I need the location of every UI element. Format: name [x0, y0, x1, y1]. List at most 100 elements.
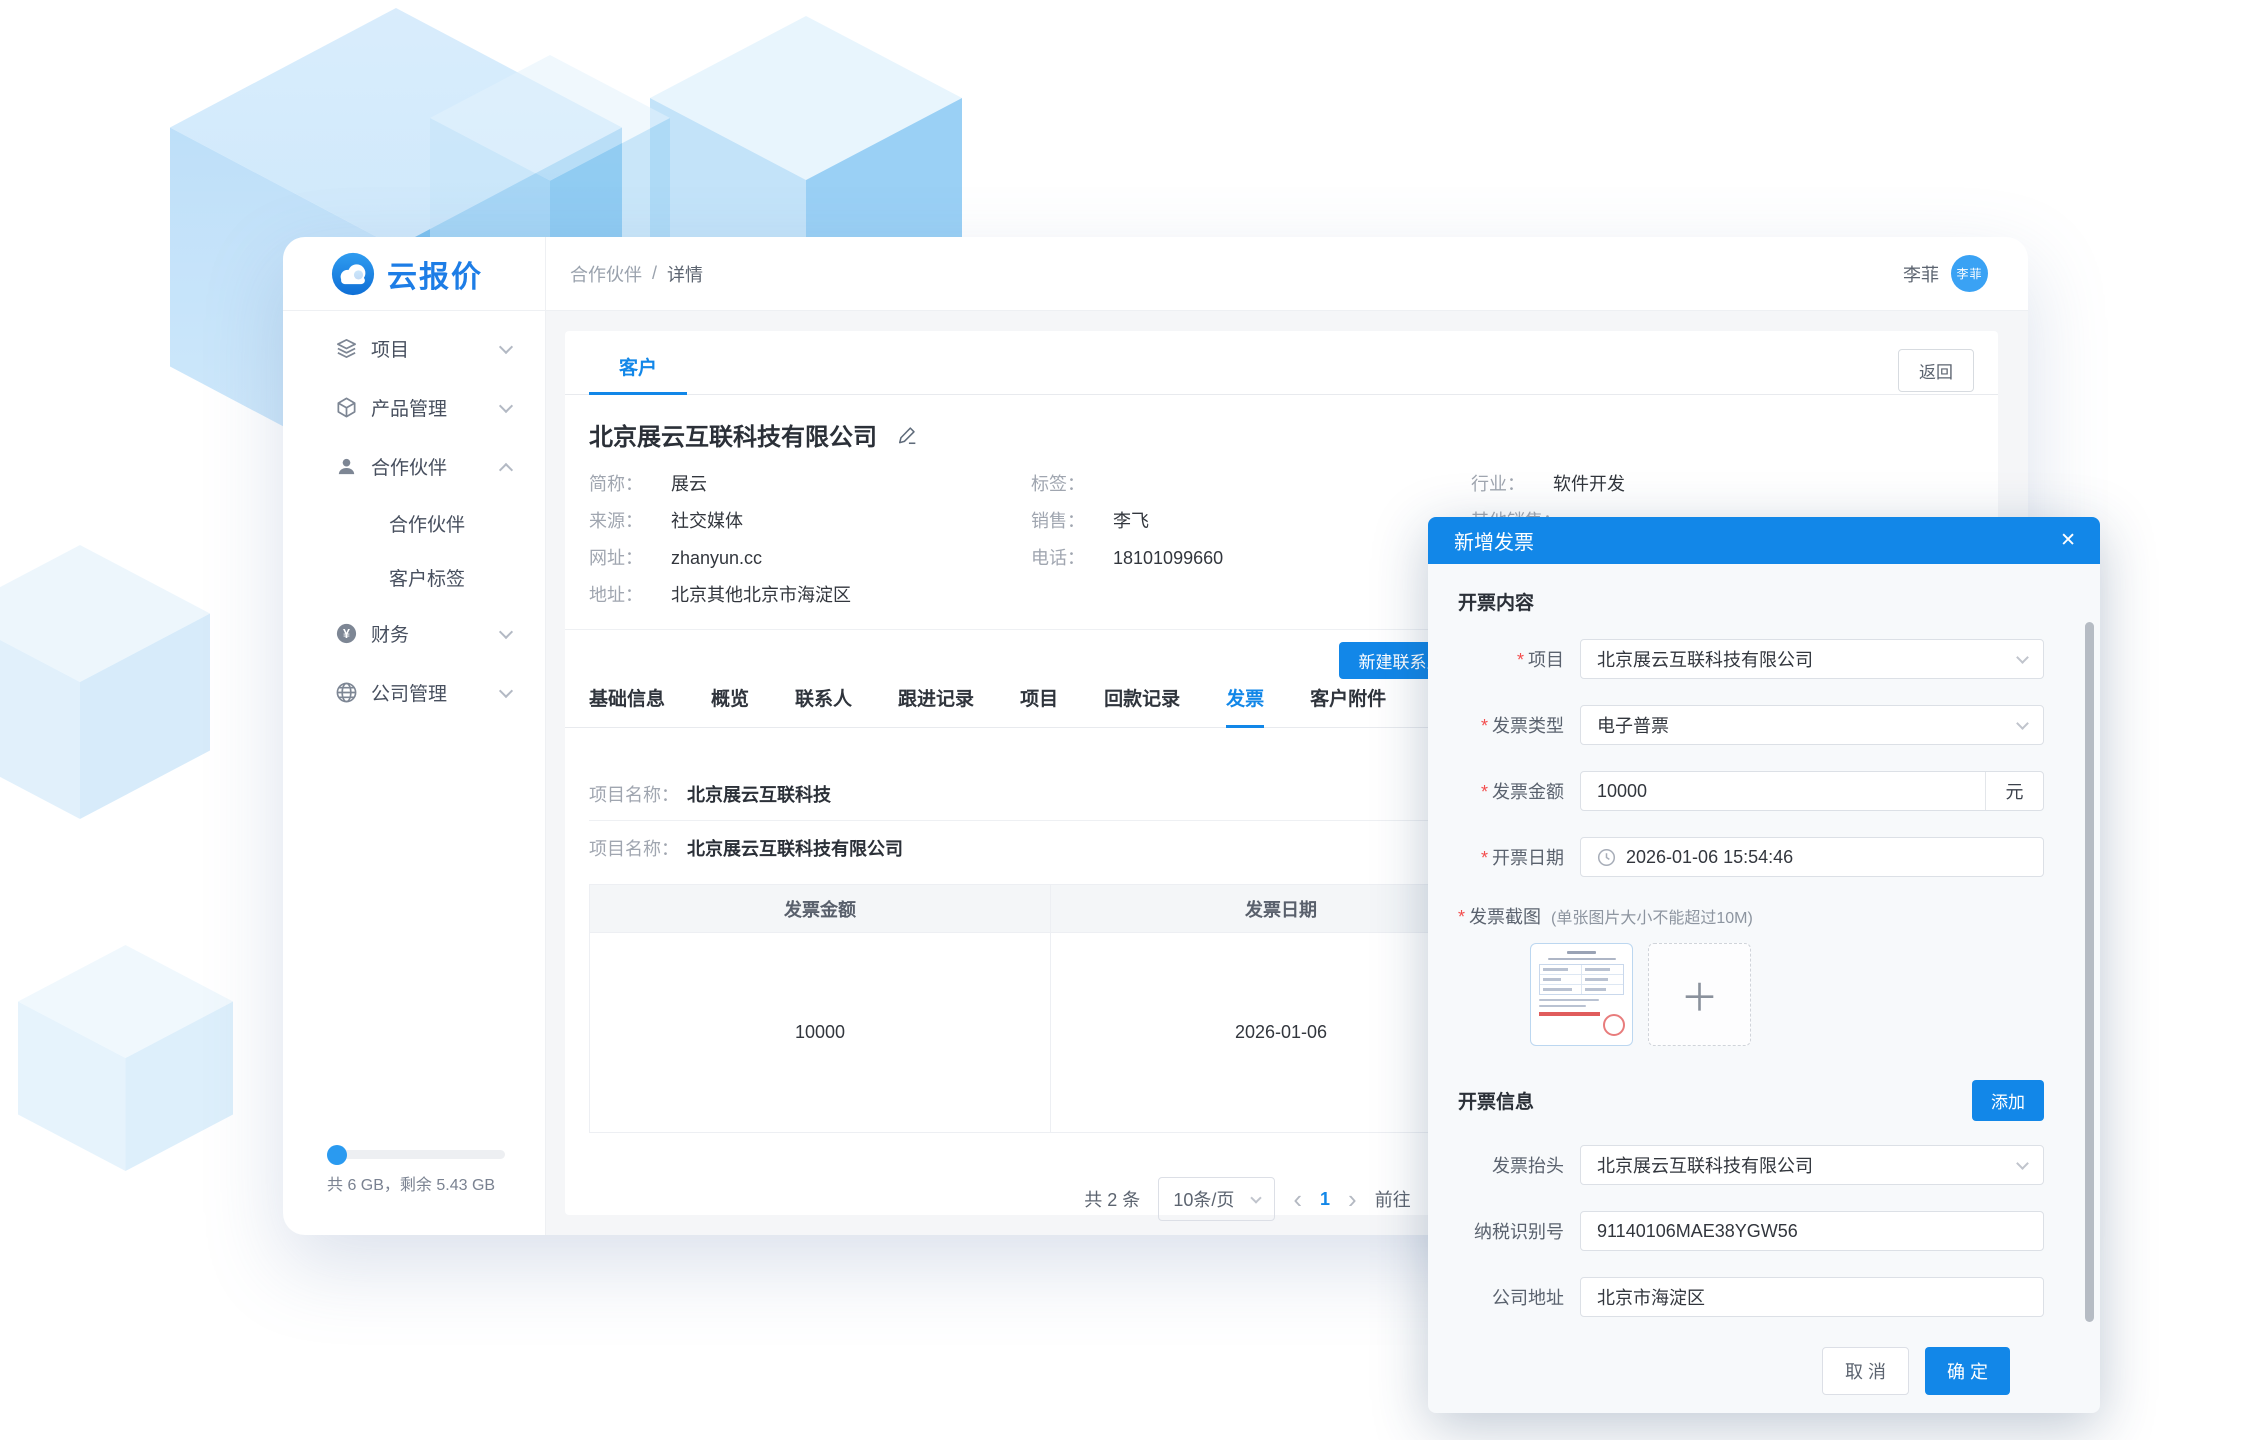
field-shortname: 简称： 展云 — [589, 474, 707, 494]
tab-payment-records[interactable]: 回款记录 — [1104, 689, 1181, 710]
tab-customer[interactable]: 客户 — [589, 347, 688, 395]
screenshot-thumbnails: ＋ — [1530, 943, 2044, 1046]
avatar[interactable]: 李菲 — [1951, 255, 1988, 292]
back-button[interactable]: 返回 — [1898, 349, 1974, 392]
sidebar-item-label: 公司管理 — [371, 684, 448, 705]
sidebar-item-partner[interactable]: 合作伙伴 — [283, 437, 545, 496]
sidebar-item-label: 产品管理 — [371, 399, 448, 420]
cell-amount: 10000 — [590, 932, 1051, 1132]
tab-projects[interactable]: 项目 — [1020, 689, 1059, 710]
column-header-amount: 发票金额 — [590, 884, 1051, 932]
field-address: 地址： 北京其他北京市海淀区 — [589, 585, 851, 605]
required-mark: * — [1480, 848, 1488, 868]
tab-contacts[interactable]: 联系人 — [795, 689, 853, 710]
sidebar-subitem-customer-tags[interactable]: 客户标签 — [389, 568, 466, 590]
required-mark: * — [1516, 650, 1524, 670]
screenshot-hint: (单张图片大小不能超过10M) — [1551, 910, 1753, 927]
required-mark: * — [1480, 782, 1488, 802]
clock-icon — [1597, 848, 1616, 866]
field-phone: 电话： 18101099660 — [1031, 548, 1224, 568]
field-source: 来源： 社交媒体 — [589, 511, 743, 531]
user-menu[interactable]: 李菲 李菲 — [1903, 255, 1988, 292]
detail-tabs: 基础信息 概览 联系人 跟进记录 项目 回款记录 发票 客户附件 — [565, 684, 1998, 728]
tab-follow-records[interactable]: 跟进记录 — [898, 689, 975, 710]
breadcrumb-separator: / — [652, 263, 658, 283]
add-button[interactable]: 添加 — [1972, 1080, 2044, 1121]
company-name: 北京展云互联科技有限公司 — [589, 424, 877, 451]
sidebar-item-label: 合作伙伴 — [371, 458, 448, 479]
decor-cube-left — [0, 545, 210, 819]
sidebar-item-label: 财务 — [371, 625, 410, 646]
user-name: 李菲 — [1903, 264, 1939, 285]
breadcrumb-detail: 详情 — [667, 264, 704, 285]
project-row: 项目名称： 北京展云互联科技 — [589, 768, 1974, 821]
invoice-title-select[interactable]: 北京展云互联科技有限公司 — [1580, 1145, 2044, 1185]
logo[interactable]: 云报价 — [283, 237, 545, 311]
form-row-invoice-type: * 发票类型 电子普票 — [1458, 705, 2044, 745]
chevron-down-icon — [2016, 1156, 2029, 1170]
yen-icon: ¥ — [336, 623, 357, 644]
storage-progress-bar — [327, 1144, 505, 1165]
user-icon — [338, 458, 355, 475]
chevron-down-icon — [498, 683, 514, 698]
project-row: 项目名称： 北京展云互联科技有限公司 — [589, 838, 903, 859]
field-website: 网址： zhanyun.cc — [589, 548, 763, 568]
next-page-button[interactable]: › — [1348, 1184, 1357, 1214]
project-select[interactable]: 北京展云互联科技有限公司 — [1580, 639, 2044, 679]
form-row-date: * 开票日期 2026-01-06 15:54:46 — [1458, 837, 2044, 877]
edit-icon[interactable] — [897, 424, 919, 446]
decor-cube-bottom — [18, 945, 233, 1171]
prev-page-button[interactable]: ‹ — [1293, 1184, 1303, 1214]
upload-screenshot-button[interactable]: ＋ — [1648, 943, 1751, 1046]
section-invoice-content: 开票内容 — [1458, 593, 1535, 614]
form-row-company-address: 公司地址 北京市海淀区 — [1458, 1277, 2044, 1317]
form-row-amount: * 发票金额 10000 元 — [1458, 771, 2044, 811]
chevron-down-icon — [2016, 650, 2029, 664]
company-address-input[interactable]: 北京市海淀区 — [1580, 1277, 2044, 1317]
top-tab-row: 客户 返回 — [565, 347, 1998, 395]
sidebar-nav: 项目 产品管理 合作伙伴 合作伙伴 — [283, 311, 545, 722]
invoice-thumbnail[interactable] — [1530, 943, 1633, 1046]
close-icon[interactable]: ✕ — [2060, 530, 2076, 551]
amount-input[interactable]: 10000 元 — [1580, 771, 2044, 811]
pagination-total: 共 2 条 — [1084, 1190, 1141, 1210]
modal-title: 新增发票 — [1454, 532, 1534, 554]
invoice-date-picker[interactable]: 2026-01-06 15:54:46 — [1580, 837, 2044, 877]
tax-id-input[interactable]: 91140106MAE38YGW56 — [1580, 1211, 2044, 1251]
tab-overview[interactable]: 概览 — [711, 689, 750, 710]
sidebar-subitem-partner[interactable]: 合作伙伴 — [389, 514, 466, 536]
breadcrumb-partner[interactable]: 合作伙伴 — [570, 264, 642, 285]
sidebar-item-finance[interactable]: ¥ 财务 — [283, 604, 545, 663]
modal-header: 新增发票 ✕ — [1428, 517, 2100, 564]
section-invoice-info-row: 开票信息 添加 — [1458, 1080, 2044, 1121]
chevron-down-icon — [498, 339, 514, 354]
tab-invoices[interactable]: 发票 — [1226, 684, 1265, 728]
chevron-down-icon — [498, 398, 514, 413]
chevron-down-icon — [498, 624, 514, 639]
required-mark: * — [1458, 907, 1466, 927]
modal-footer: 取 消 确 定 — [1458, 1343, 2044, 1395]
chevron-down-icon — [1250, 1191, 1263, 1204]
page-size-select[interactable]: 10条/页 — [1158, 1177, 1276, 1221]
storage-progress-fill — [327, 1144, 347, 1165]
tab-attachments[interactable]: 客户附件 — [1310, 689, 1387, 710]
tab-basic-info[interactable]: 基础信息 — [589, 689, 666, 710]
current-page[interactable]: 1 — [1320, 1188, 1331, 1209]
svg-text:¥: ¥ — [343, 627, 350, 641]
confirm-button[interactable]: 确 定 — [1924, 1347, 2010, 1395]
sidebar-item-product[interactable]: 产品管理 — [283, 378, 545, 437]
invoice-type-select[interactable]: 电子普票 — [1580, 705, 2044, 745]
goto-label: 前往 — [1374, 1190, 1411, 1210]
topbar: 合作伙伴 / 详情 李菲 李菲 — [546, 237, 2028, 311]
section-invoice-info: 开票信息 — [1458, 1092, 1535, 1113]
chevron-down-icon — [2016, 716, 2029, 730]
modal-scrollbar[interactable] — [2085, 622, 2094, 1322]
cancel-button[interactable]: 取 消 — [1821, 1347, 1909, 1395]
sidebar-item-company[interactable]: 公司管理 — [283, 663, 545, 722]
field-tags: 标签： — [1031, 474, 1085, 494]
sidebar-item-project[interactable]: 项目 — [283, 319, 545, 378]
form-row-tax-id: 纳税识别号 91140106MAE38YGW56 — [1458, 1211, 2044, 1251]
brand-name: 云报价 — [387, 260, 483, 294]
layers-icon — [337, 339, 356, 358]
